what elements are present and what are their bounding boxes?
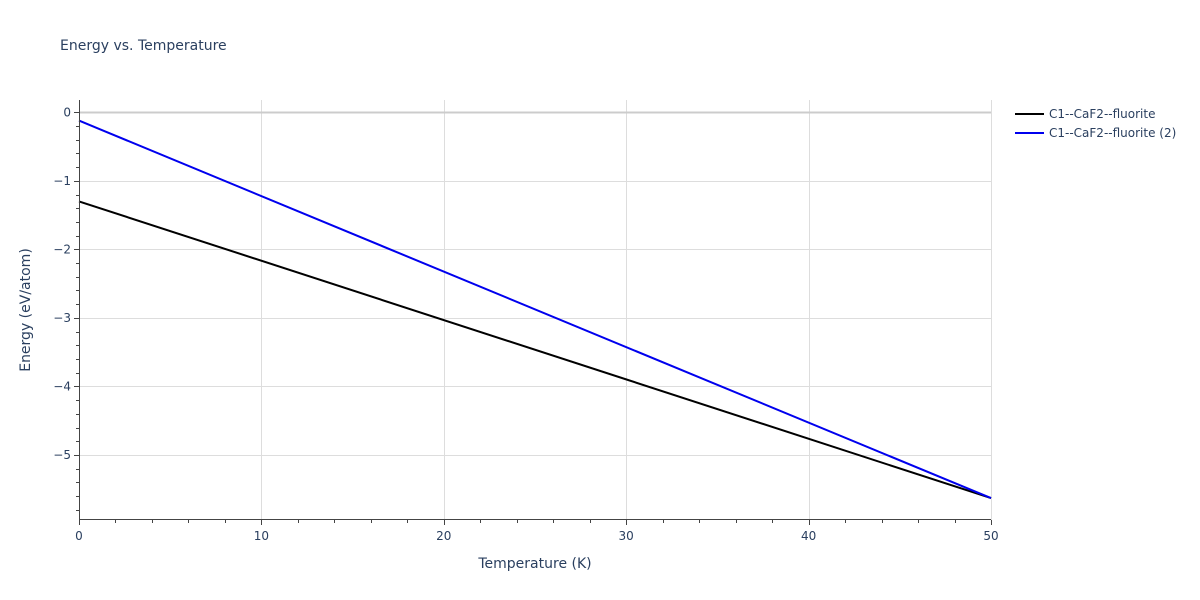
y-axis-title: Energy (eV/atom)	[18, 248, 34, 372]
x-tick-label: 10	[254, 529, 269, 543]
y-tick-label: −5	[53, 448, 71, 462]
y-tick-label: 0	[63, 105, 71, 119]
legend[interactable]: C1--CaF2--fluorite C1--CaF2--fluorite (2)	[1015, 107, 1176, 140]
x-tick-label: 20	[436, 529, 451, 543]
y-tick-label: −4	[53, 379, 71, 393]
grid-lines	[79, 100, 992, 520]
x-tick-label: 40	[801, 529, 816, 543]
y-tick-labels: 0 −1 −2 −3 −4 −5	[53, 105, 71, 462]
legend-item-1[interactable]: C1--CaF2--fluorite	[1015, 107, 1155, 121]
chart-title: Energy vs. Temperature	[60, 38, 227, 54]
legend-label: C1--CaF2--fluorite (2)	[1049, 126, 1176, 140]
minor-ticks	[74, 112, 992, 525]
legend-label: C1--CaF2--fluorite	[1049, 107, 1155, 121]
axes	[79, 100, 991, 520]
series-line-1	[78, 200, 992, 500]
y-tick-label: −1	[53, 174, 71, 188]
x-tick-labels: 0 10 20 30 40 50	[75, 529, 998, 543]
x-axis-title: Temperature (K)	[477, 556, 591, 572]
y-tick-label: −2	[53, 242, 71, 256]
series-layer	[78, 119, 992, 500]
series-line-2	[78, 119, 992, 500]
x-tick-label: 50	[983, 529, 998, 543]
x-tick-label: 30	[619, 529, 634, 543]
x-tick-label: 0	[75, 529, 83, 543]
legend-item-2[interactable]: C1--CaF2--fluorite (2)	[1015, 126, 1176, 140]
y-tick-label: −3	[53, 311, 71, 325]
